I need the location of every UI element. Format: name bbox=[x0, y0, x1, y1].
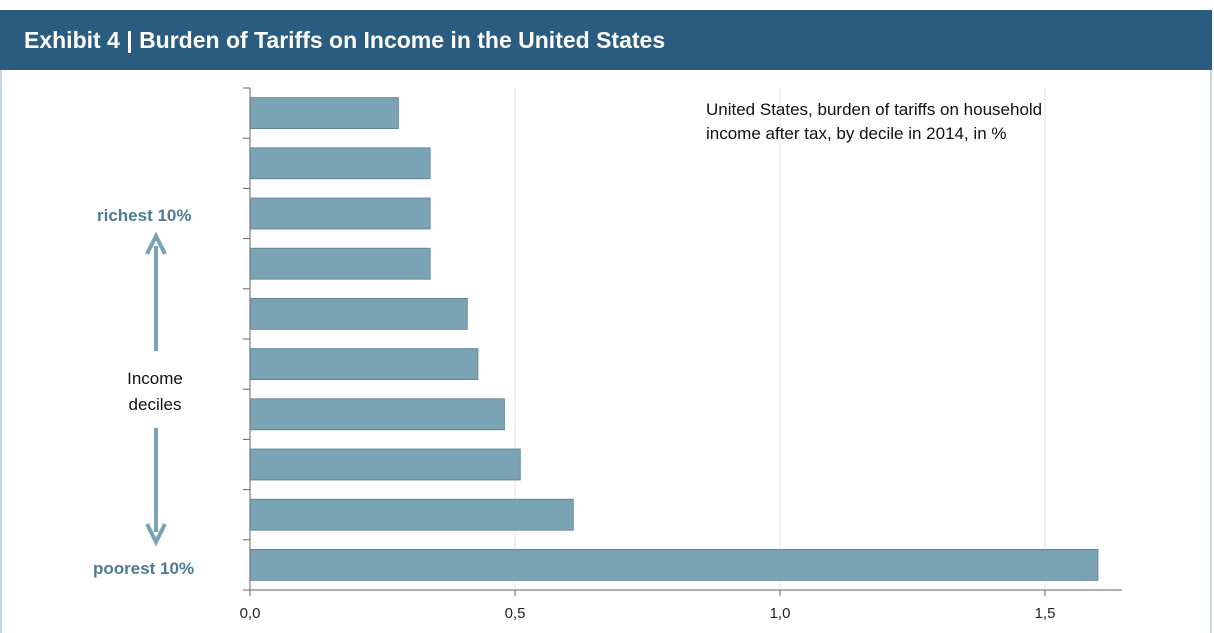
chart-axes bbox=[243, 87, 1122, 596]
bar-10 bbox=[249, 549, 1099, 581]
x-tick-label-1: 0,5 bbox=[505, 605, 526, 622]
bar-1 bbox=[249, 97, 399, 129]
x-tick-label-3: 1,5 bbox=[1035, 605, 1056, 622]
top-strip bbox=[0, 0, 1212, 10]
richest-label: richest 10% bbox=[97, 206, 192, 225]
income-deciles-label: Income deciles bbox=[100, 366, 210, 418]
exhibit-header: Exhibit 4 | Burden of Tariffs on Income … bbox=[0, 10, 1212, 70]
bar-3 bbox=[249, 197, 431, 230]
income-deciles-line-2: deciles bbox=[128, 395, 182, 414]
bar-7 bbox=[249, 398, 505, 431]
annotation-line-1: United States, burden of tariffs on hous… bbox=[706, 100, 1043, 119]
x-tick-label-2: 1,0 bbox=[770, 605, 791, 622]
income-deciles-line-1: Income bbox=[127, 369, 183, 388]
chart-tick-labels: 0,0 0,5 1,0 1,5 bbox=[240, 605, 1056, 622]
bar-8 bbox=[249, 448, 521, 481]
arrow-down-head bbox=[145, 523, 167, 547]
bar-5 bbox=[249, 297, 468, 330]
bar-4 bbox=[249, 247, 431, 280]
chart-gridlines bbox=[514, 88, 1046, 590]
arrow-up-head bbox=[145, 231, 167, 255]
x-tick-label-0: 0,0 bbox=[240, 605, 261, 622]
poorest-label: poorest 10% bbox=[93, 559, 195, 578]
bar-2 bbox=[249, 147, 431, 180]
chart-annotation: United States, burden of tariffs on hous… bbox=[706, 98, 1042, 146]
annotation-line-2: income after tax, by decile in 2014, in … bbox=[706, 124, 1007, 143]
decile-arrows bbox=[145, 231, 167, 547]
chart-bars bbox=[249, 97, 1099, 581]
bar-9 bbox=[249, 498, 574, 531]
bar-6 bbox=[249, 348, 479, 381]
exhibit-title: Exhibit 4 | Burden of Tariffs on Income … bbox=[24, 27, 666, 53]
